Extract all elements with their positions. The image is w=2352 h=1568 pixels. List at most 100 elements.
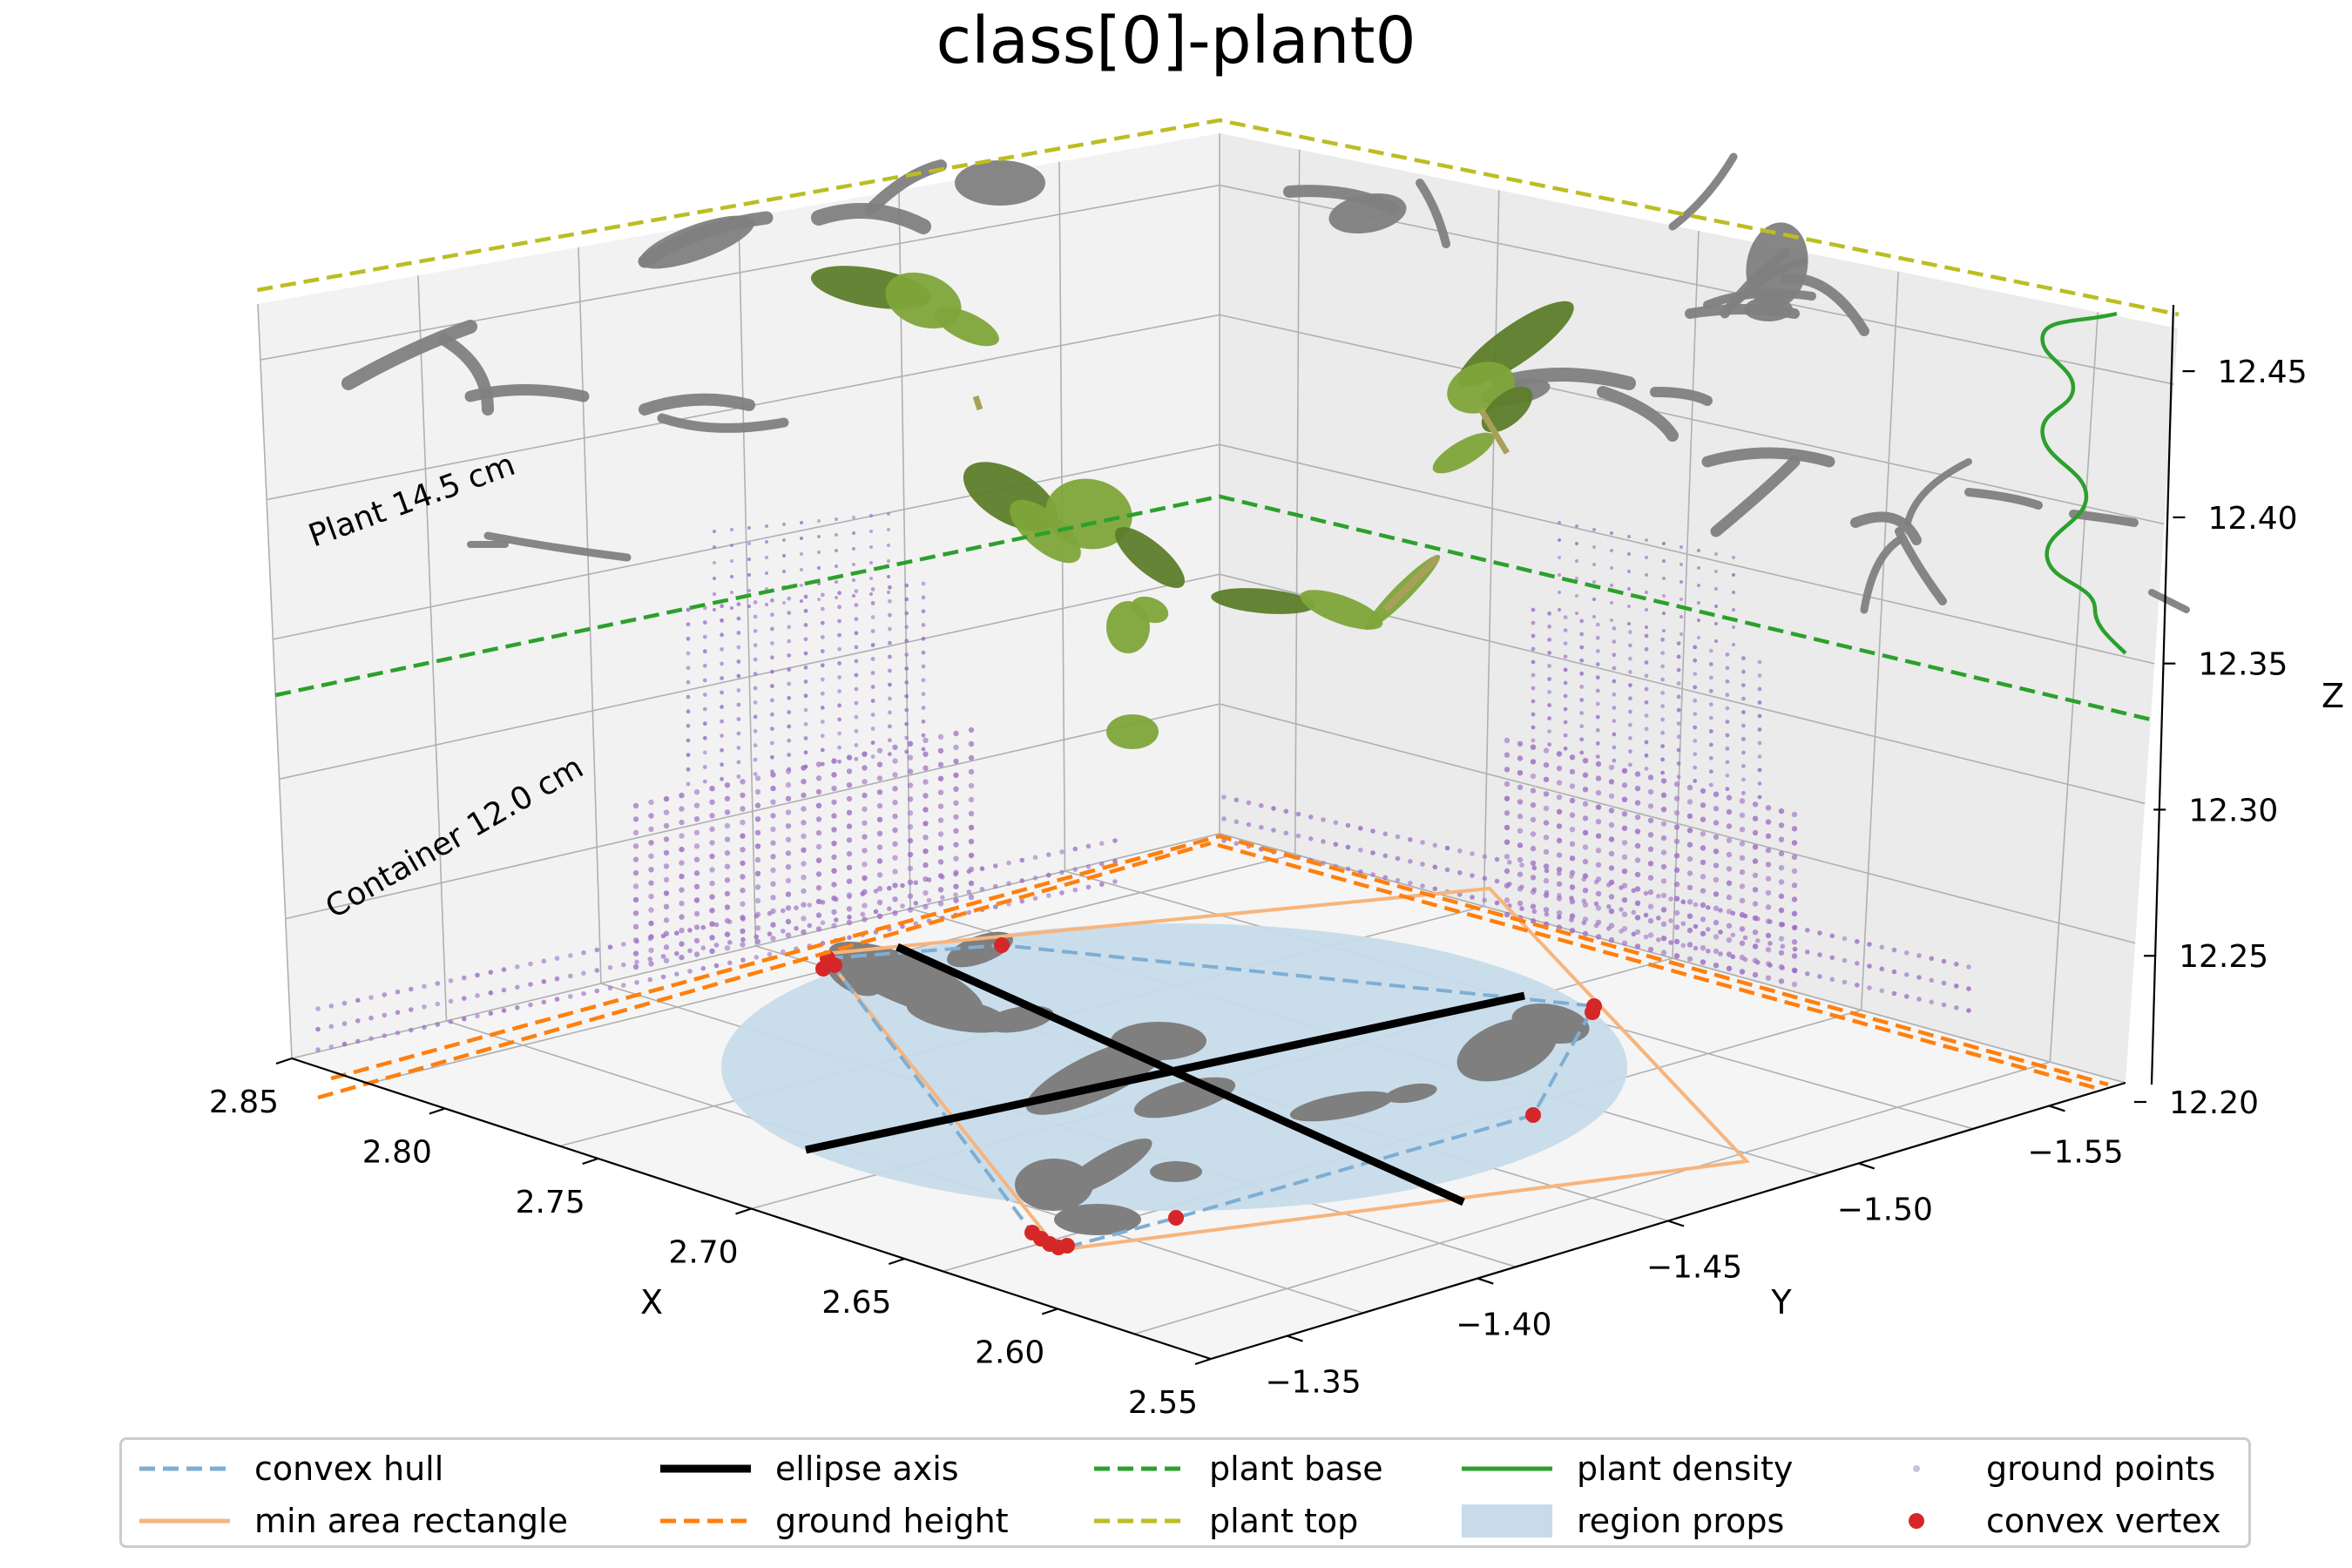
x-tick-label: 2.75	[516, 1185, 585, 1220]
container-point	[686, 694, 691, 700]
container-point	[1645, 591, 1648, 594]
container-point	[1558, 591, 1561, 594]
container-point	[501, 1008, 507, 1013]
container-point	[1072, 846, 1078, 852]
plant-leaf-cluster	[1045, 478, 1132, 550]
legend-label: plant density	[1577, 1450, 1794, 1488]
container-point	[1757, 673, 1762, 678]
container-point	[803, 651, 808, 656]
container-point	[1765, 975, 1772, 981]
container-point	[1954, 983, 1959, 989]
legend-item-convex-hull: convex hull	[132, 1447, 443, 1490]
container-point	[892, 827, 898, 834]
container-point	[1627, 622, 1631, 625]
container-point	[1739, 869, 1746, 875]
container-point	[837, 591, 841, 596]
container-point	[740, 942, 746, 948]
container-point	[1563, 628, 1568, 632]
container-point	[870, 713, 875, 717]
container-point	[1660, 892, 1667, 899]
wall-leaf-projection	[639, 215, 755, 269]
container-point	[1660, 792, 1667, 798]
container-point	[892, 772, 898, 778]
container-point	[1345, 866, 1351, 872]
container-point	[1563, 706, 1568, 712]
container-point	[720, 661, 724, 666]
container-point	[1966, 1008, 1971, 1013]
container-point	[834, 917, 839, 923]
container-point	[368, 1015, 374, 1021]
container-point	[869, 577, 873, 580]
container-point	[800, 584, 803, 587]
container-point	[1382, 831, 1389, 837]
container-point	[736, 688, 741, 693]
container-point	[753, 772, 758, 776]
container-point	[1680, 921, 1686, 927]
container-point	[1531, 909, 1538, 915]
container-point	[937, 761, 944, 767]
container-point	[854, 659, 859, 664]
container-point	[1726, 951, 1733, 957]
container-point	[1579, 671, 1585, 676]
container-point	[907, 768, 914, 774]
container-point	[1660, 677, 1665, 682]
container-point	[1619, 885, 1624, 890]
container-point	[1408, 859, 1413, 864]
container-point	[785, 864, 792, 870]
container-point	[1732, 591, 1735, 594]
container-point	[953, 897, 959, 903]
container-point	[1470, 873, 1475, 878]
container-point	[1700, 816, 1707, 822]
container-point	[754, 829, 761, 836]
container-point	[801, 861, 807, 867]
wall-leaf-projection	[1597, 386, 1679, 442]
container-point	[888, 626, 892, 632]
container-point	[1543, 776, 1550, 782]
container-point	[1739, 827, 1746, 833]
container-point	[1563, 720, 1568, 725]
legend-item-ellipse-axis: ellipse axis	[653, 1447, 959, 1490]
container-point	[966, 909, 972, 916]
container-point	[876, 802, 883, 809]
container-point	[686, 679, 691, 685]
container-point	[803, 665, 808, 670]
container-point	[1700, 859, 1707, 866]
container-point	[1608, 850, 1615, 857]
container-point	[1547, 690, 1551, 694]
container-point	[1457, 848, 1463, 854]
x-tick	[1041, 1308, 1058, 1315]
container-point	[528, 961, 533, 967]
container-point	[1579, 632, 1585, 637]
container-point	[753, 757, 758, 762]
container-point	[937, 831, 944, 837]
container-point	[1595, 701, 1600, 706]
container-point	[770, 785, 776, 792]
container-point	[1680, 598, 1683, 601]
container-point	[770, 867, 776, 874]
container-point	[1592, 545, 1596, 549]
container-point	[1099, 861, 1105, 867]
container-point	[1697, 601, 1700, 605]
wall-leaf-projection	[639, 393, 755, 416]
container-point	[787, 653, 792, 658]
ground-height-line	[1217, 842, 2100, 1092]
container-point	[953, 814, 959, 820]
container-point	[1767, 941, 1773, 946]
container-point	[770, 727, 774, 731]
container-point	[921, 706, 926, 710]
container-point	[800, 552, 803, 556]
container-point	[904, 583, 909, 588]
container-point	[1765, 889, 1772, 896]
container-point	[1757, 727, 1762, 732]
legend-label: convex vertex	[1986, 1502, 2221, 1540]
container-point	[815, 885, 822, 891]
container-point	[1660, 744, 1665, 748]
container-point	[887, 544, 890, 547]
container-point	[921, 692, 926, 697]
container-point	[835, 596, 838, 599]
floor-leaf-projection	[1511, 1003, 1590, 1044]
container-point	[1713, 934, 1720, 940]
container-point	[770, 826, 776, 833]
container-point	[1676, 734, 1681, 740]
